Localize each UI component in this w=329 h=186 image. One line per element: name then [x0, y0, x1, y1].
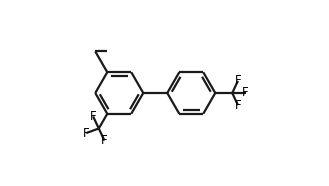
Text: F: F: [83, 126, 89, 140]
Text: F: F: [101, 134, 108, 147]
Text: F: F: [242, 86, 249, 100]
Text: F: F: [235, 99, 241, 112]
Text: F: F: [235, 74, 241, 87]
Text: F: F: [90, 110, 96, 123]
